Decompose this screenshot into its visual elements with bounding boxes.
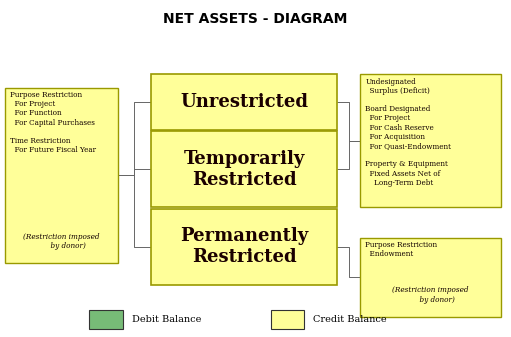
FancyBboxPatch shape [5,88,118,263]
Text: (Restriction imposed
      by donor): (Restriction imposed by donor) [392,286,469,304]
FancyBboxPatch shape [151,74,337,130]
Text: Undesignated
  Surplus (Deficit)

Board Designated
  For Project
  For Cash Rese: Undesignated Surplus (Deficit) Board Des… [365,78,451,187]
FancyBboxPatch shape [151,209,337,285]
FancyBboxPatch shape [89,310,123,329]
Text: (Restriction imposed
      by donor): (Restriction imposed by donor) [23,233,100,250]
Text: Temporarily
Restricted: Temporarily Restricted [183,150,305,189]
Text: Debit Balance: Debit Balance [132,315,201,324]
Text: NET ASSETS - DIAGRAM: NET ASSETS - DIAGRAM [164,12,347,26]
Text: Permanently
Restricted: Permanently Restricted [180,227,308,266]
FancyBboxPatch shape [271,310,304,329]
Text: Credit Balance: Credit Balance [313,315,387,324]
Text: Purpose Restriction
  For Project
  For Function
  For Capital Purchases

Time R: Purpose Restriction For Project For Func… [10,91,96,154]
FancyBboxPatch shape [360,74,501,207]
Text: Purpose Restriction
  Endowment: Purpose Restriction Endowment [365,241,437,258]
Text: Unrestricted: Unrestricted [180,93,308,111]
FancyBboxPatch shape [360,238,501,317]
FancyBboxPatch shape [151,131,337,207]
